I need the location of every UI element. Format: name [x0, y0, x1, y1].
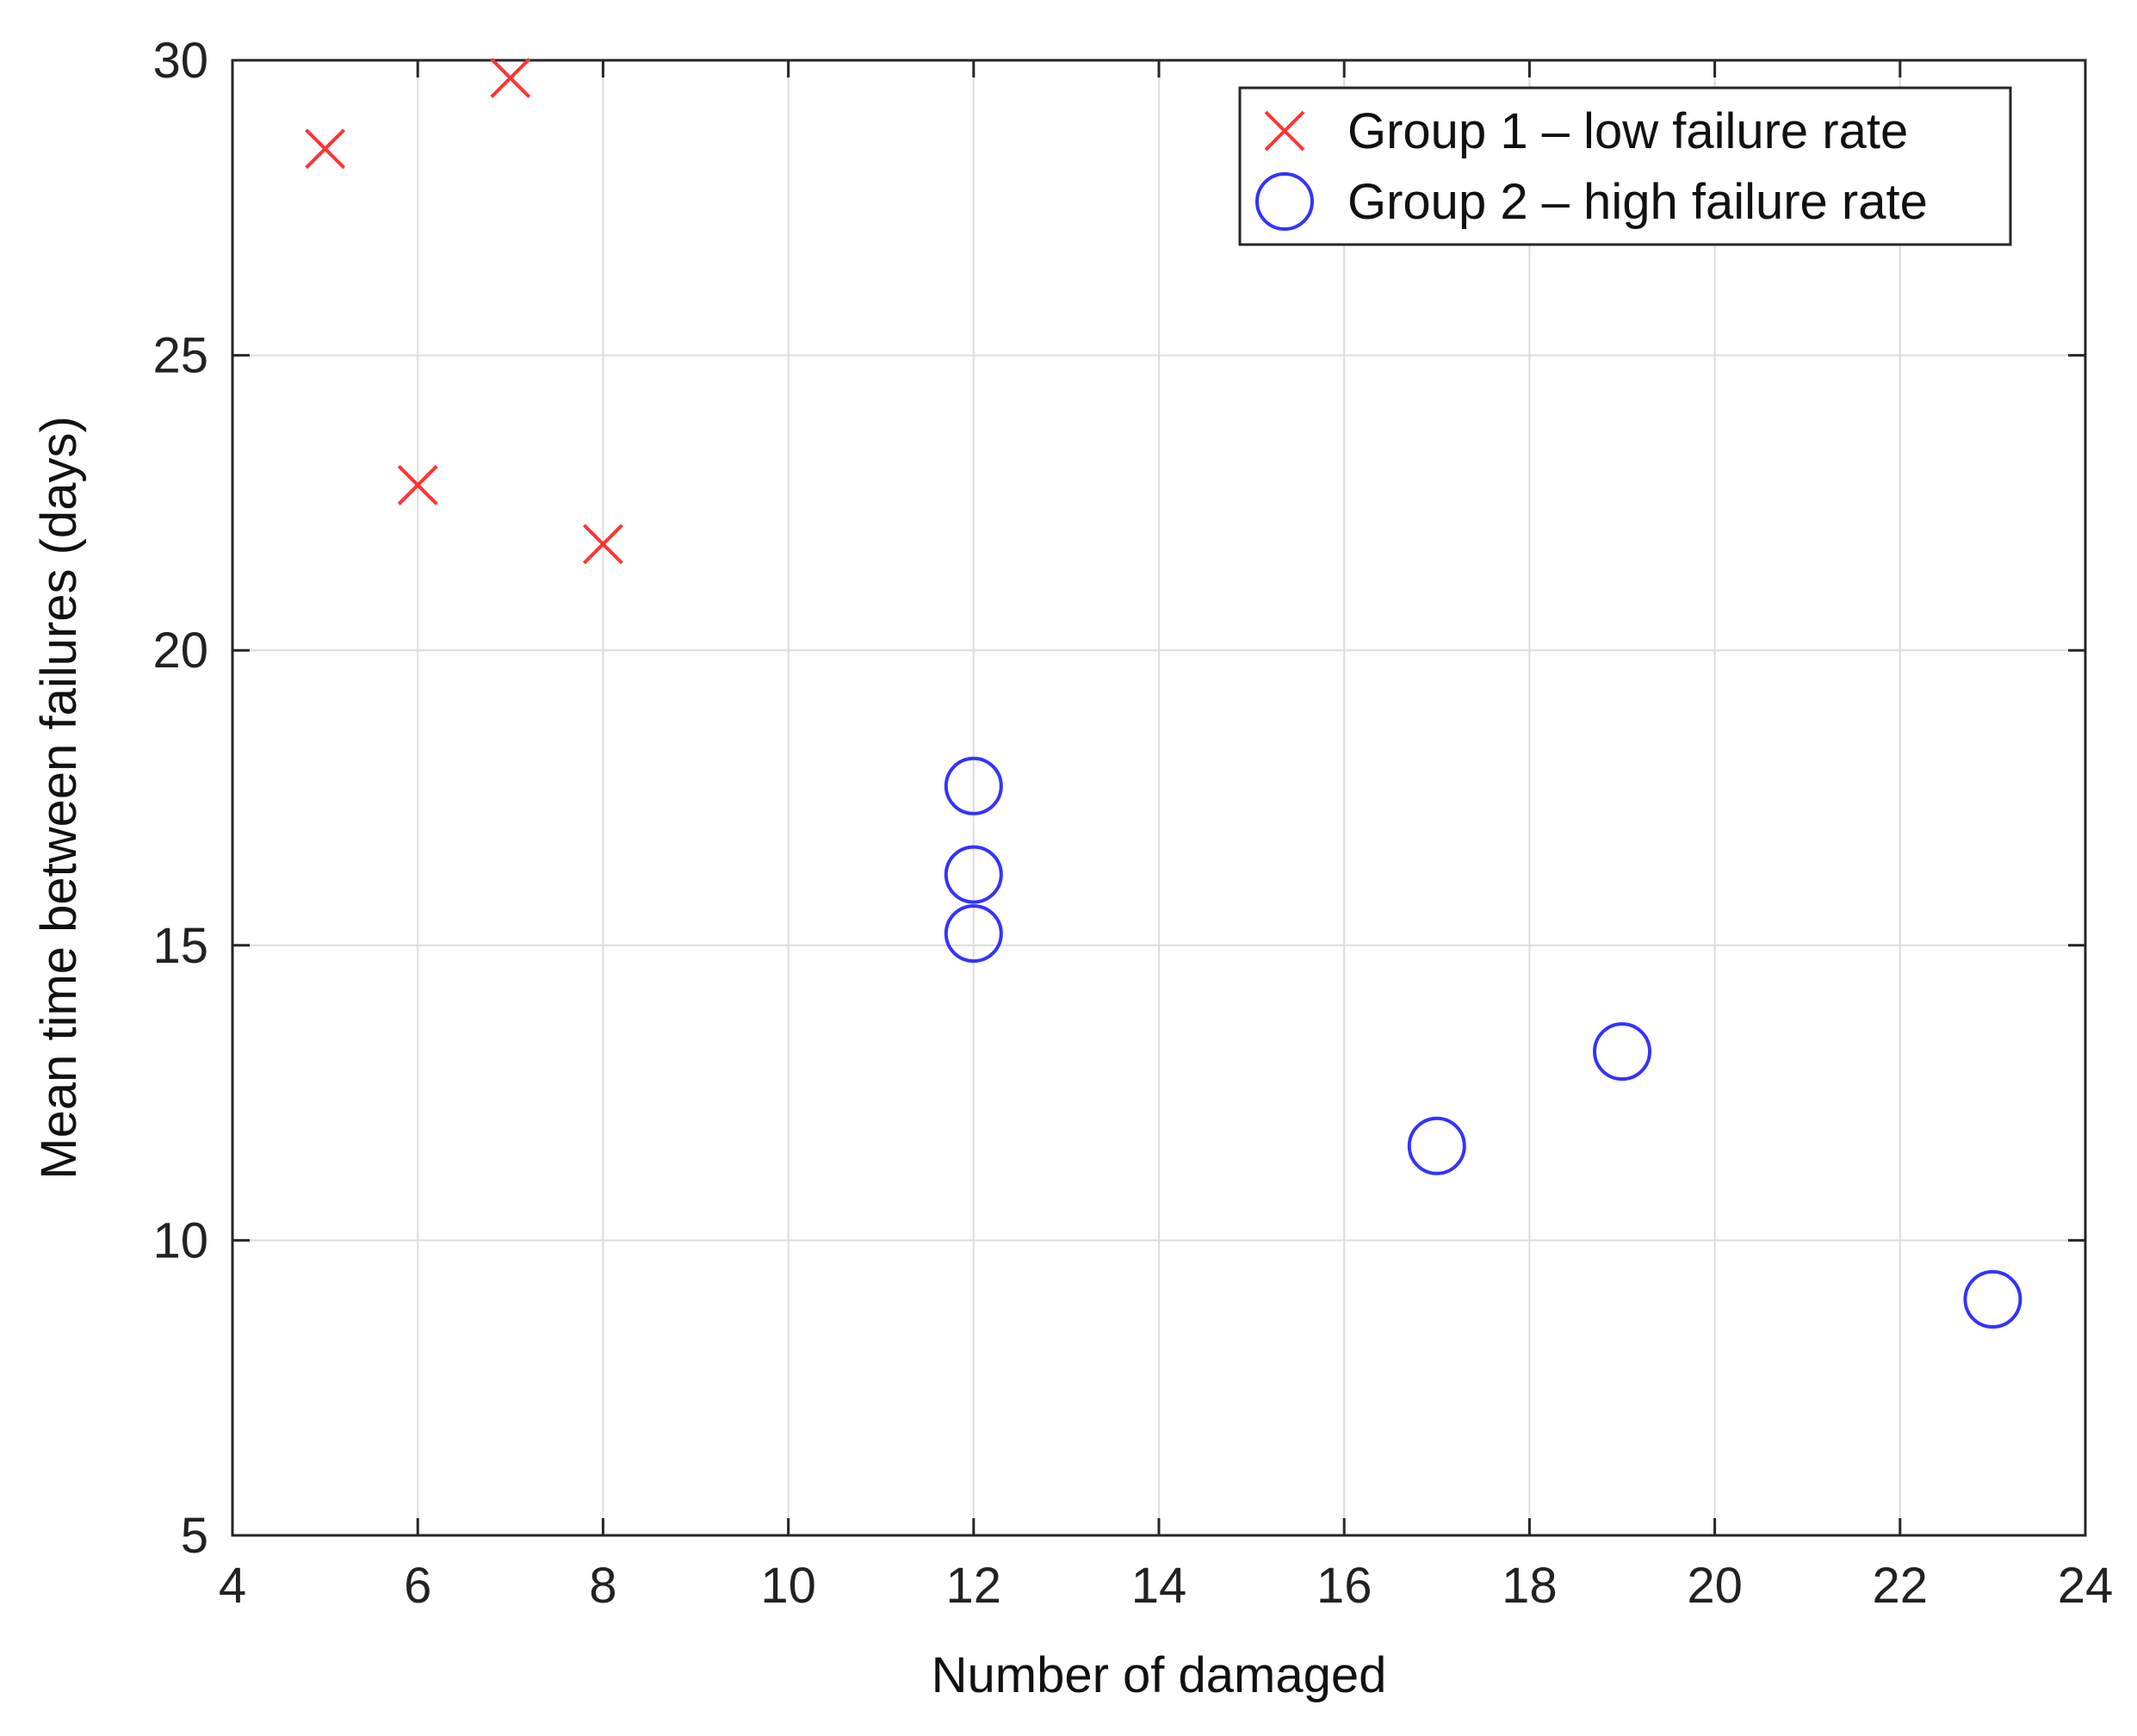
y-tick-label: 20 [152, 623, 208, 679]
legend-item: Group 1 – low failure rate [1264, 103, 1908, 159]
data-point-circle [1963, 1269, 2022, 1329]
grid [232, 60, 2085, 1535]
data-point-cross [490, 58, 531, 98]
legend-circle-marker [1255, 172, 1314, 231]
legend-items: Group 1 – low failure rate Group 2 – high… [1255, 103, 1928, 231]
x-tick-label: 16 [1316, 1558, 1372, 1614]
data-point-circle [1593, 1022, 1651, 1082]
x-tick-label: 22 [1873, 1558, 1929, 1614]
x-tick-label: 8 [589, 1558, 616, 1614]
y-tick-label: 15 [152, 918, 208, 974]
series-2 [944, 756, 2022, 1329]
legend-box [1238, 86, 2012, 246]
x-tick-label: 24 [2058, 1558, 2114, 1614]
x-tick-label: 10 [760, 1558, 816, 1614]
y-axis-label: Mean time between failures (days) [31, 416, 87, 1180]
x-tick-label: 18 [1502, 1558, 1558, 1614]
y-tick-label: 5 [181, 1508, 208, 1564]
axis-ticks [231, 59, 2087, 1537]
x-tick-label: 14 [1131, 1558, 1187, 1614]
data-point-circle [1407, 1116, 1466, 1175]
tick-labels: 4 6 8 10 12 14 16 18 20 22 24 5 10 15 20 25 30 [152, 33, 2113, 1614]
legend-cross-marker [1264, 110, 1305, 152]
data-point-circle [944, 756, 1003, 815]
data-point-circle [944, 904, 1003, 964]
x-axis-label: Number of damaged [932, 1647, 1387, 1703]
x-tick-label: 20 [1687, 1558, 1743, 1614]
y-tick-label: 10 [152, 1212, 208, 1268]
x-tick-label: 6 [404, 1558, 431, 1614]
data-point-cross [305, 128, 346, 170]
legend-label: Group 1 – low failure rate [1347, 103, 1908, 159]
x-tick-label: 12 [946, 1558, 1002, 1614]
legend: Group 1 – low failure rate Group 2 – high… [1238, 86, 2012, 246]
legend-item: Group 2 – high failure rate [1255, 172, 1928, 231]
y-tick-label: 30 [152, 33, 208, 89]
y-tick-label: 25 [152, 328, 208, 384]
x-tick-label: 4 [219, 1558, 246, 1614]
data-point-cross [582, 524, 623, 565]
legend-label: Group 2 – high failure rate [1347, 174, 1928, 230]
series-1 [305, 58, 623, 565]
data-point-circle [944, 845, 1003, 904]
data-point-cross [397, 464, 438, 505]
data-points [305, 58, 2022, 1329]
